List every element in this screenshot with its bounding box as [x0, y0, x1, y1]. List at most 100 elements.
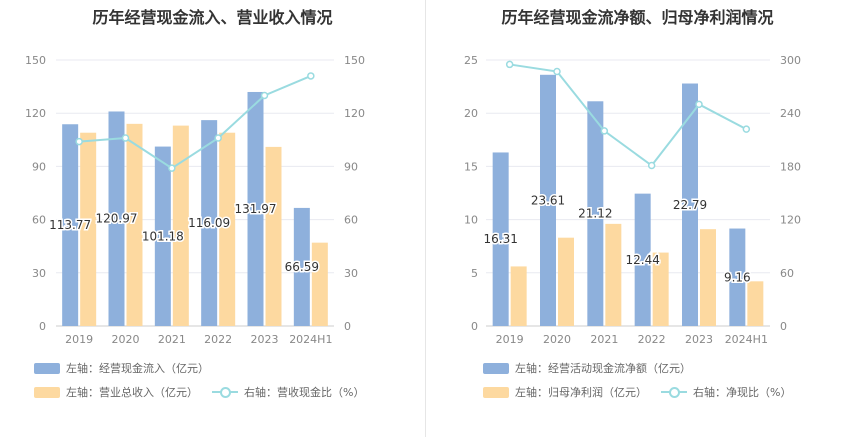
x-axis-tick-label: 2024H1	[725, 333, 768, 346]
right-axis-tick-label: 60	[780, 267, 794, 280]
chart-svg: 0 5 10 15 20 25 0 60 120 180 240 300 2019 2020 2021 202…	[464, 54, 801, 346]
line-point	[260, 91, 269, 100]
line-series	[509, 63, 747, 167]
bar-primary	[682, 83, 698, 326]
x-axis-tick-label: 2021	[590, 333, 618, 346]
left-axis-tick-label: 0	[39, 320, 46, 333]
bar-data-label: 131.97	[235, 202, 277, 216]
left-axis-tick-label: 5	[471, 267, 478, 280]
x-axis-tick-label: 2020	[112, 333, 140, 346]
legend-label: 左轴：归母净利润（亿元）	[515, 386, 647, 399]
bar-data-label: 16.31	[483, 232, 517, 246]
line-point	[121, 134, 130, 142]
right-axis-tick-label: 120	[344, 107, 365, 120]
line-point	[695, 100, 703, 109]
x-axis-tick-label: 2020	[543, 333, 571, 346]
bar-primary	[201, 120, 218, 327]
bar-data-label: 113.77	[49, 218, 91, 232]
legend-label: 右轴：营收现金比（%）	[244, 386, 365, 399]
x-axis-tick-label: 2022	[204, 333, 232, 346]
legend-swatch-line	[212, 386, 238, 398]
legend-item-revenue-cash-ratio[interactable]: 右轴：营收现金比（%）	[212, 384, 364, 400]
right-axis-tick-label: 0	[780, 320, 787, 333]
right-axis-tick-label: 300	[780, 54, 801, 67]
bar-data-label: 116.09	[188, 216, 230, 230]
chart-title: 历年经营现金流净额、归母净利润情况	[501, 8, 774, 27]
bar-secondary	[605, 223, 622, 326]
left-axis-tick-label: 25	[464, 54, 478, 67]
x-axis-tick-label: 2023	[251, 333, 279, 346]
line-point	[600, 127, 609, 135]
bar-primary	[492, 152, 509, 326]
line-point	[168, 164, 176, 172]
left-axis-tick-label: 15	[464, 160, 478, 173]
legend-swatch-line	[661, 386, 687, 398]
line-point	[307, 72, 315, 80]
legend-row-1: 左轴：经营活动现金流净额（亿元）	[483, 360, 705, 376]
x-axis-tick-label: 2024H1	[289, 333, 332, 346]
legend-label: 左轴：经营活动现金流净额（亿元）	[515, 362, 691, 375]
bar-primary	[587, 101, 604, 326]
legend-row-2: 左轴：营业总收入（亿元） 右轴：营收现金比（%）	[34, 384, 378, 400]
bar-secondary	[311, 242, 328, 326]
line-point	[742, 125, 751, 133]
line-series	[79, 75, 312, 170]
bar-primary	[293, 207, 310, 326]
legend-swatch	[483, 362, 509, 374]
legend-row-1: 左轴：经营现金流入（亿元）	[34, 360, 223, 376]
legend-item-net-cashflow[interactable]: 左轴：经营活动现金流净额（亿元）	[483, 360, 691, 376]
legend-item-net-cash-ratio[interactable]: 右轴：净现比（%）	[661, 384, 791, 400]
right-axis-tick-label: 150	[344, 54, 365, 67]
bar-data-label: 9.16	[724, 270, 751, 284]
left-axis-tick-label: 30	[32, 267, 46, 280]
bar-primary	[540, 74, 556, 326]
right-axis-tick-label: 60	[344, 214, 358, 227]
bar-secondary	[172, 125, 189, 326]
left-axis-tick-label: 90	[32, 160, 46, 173]
bar-data-label: 22.79	[673, 198, 707, 212]
legend-row-2: 左轴：归母净利润（亿元） 右轴：净现比（%）	[483, 384, 805, 400]
line-point	[214, 134, 222, 142]
bar-primary	[62, 124, 79, 326]
bar-data-label: 21.12	[578, 207, 612, 221]
legend-label: 左轴：经营现金流入（亿元）	[66, 362, 209, 375]
bar-secondary	[80, 132, 97, 326]
chart-title: 历年经营现金流入、营业收入情况	[92, 8, 333, 27]
chart-svg: 0 30 60 90 120 150 0 30 60 90 120 150 2019 2020 2021 20…	[25, 54, 365, 346]
left-axis-tick-label: 10	[464, 214, 478, 227]
left-axis-tick-label: 150	[25, 54, 46, 67]
bar-data-label: 23.61	[531, 193, 565, 207]
line-point	[553, 67, 561, 76]
legend-item-net-profit[interactable]: 左轴：归母净利润（亿元）	[483, 384, 647, 400]
panel-divider	[425, 0, 426, 437]
bar-data-label: 120.97	[96, 212, 138, 226]
bar-secondary	[747, 281, 764, 326]
left-axis-tick-label: 0	[471, 320, 478, 333]
bar-secondary	[219, 132, 236, 326]
bar-secondary	[700, 229, 716, 326]
bar-secondary	[652, 252, 669, 326]
right-axis-tick-label: 90	[344, 160, 358, 173]
bar-primary	[247, 91, 264, 326]
bar-primary	[154, 146, 171, 326]
bar-data-label: 12.44	[625, 253, 659, 267]
line-point	[505, 60, 514, 69]
legend-swatch	[34, 362, 60, 374]
right-axis-tick-label: 120	[780, 214, 801, 227]
x-axis-tick-label: 2023	[685, 333, 713, 346]
bar-primary	[634, 193, 651, 326]
legend-item-revenue[interactable]: 左轴：营业总收入（亿元）	[34, 384, 198, 400]
bar-secondary	[558, 237, 574, 326]
left-axis-tick-label: 60	[32, 214, 46, 227]
bar-primary	[729, 228, 746, 326]
right-axis-tick-label: 0	[344, 320, 351, 333]
bar-data-label: 66.59	[285, 260, 319, 274]
bar-primary	[108, 111, 125, 327]
bar-secondary	[126, 123, 143, 326]
x-axis-tick-label: 2019	[496, 333, 524, 346]
legend-item-cash-inflow[interactable]: 左轴：经营现金流入（亿元）	[34, 360, 209, 376]
line-point	[75, 137, 83, 146]
left-axis-tick-label: 20	[464, 107, 478, 120]
x-axis-tick-label: 2021	[158, 333, 186, 346]
bar-secondary	[510, 266, 527, 326]
